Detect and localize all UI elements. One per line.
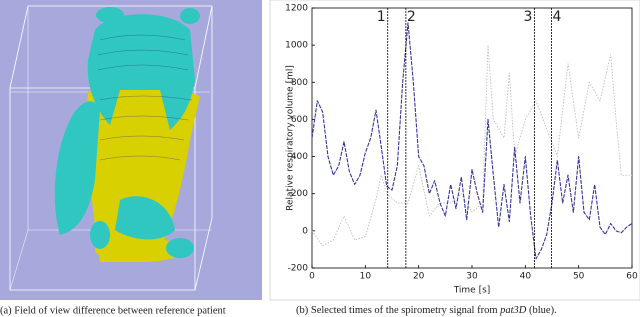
axes-box [311,7,633,269]
y-tick-label: 200 [291,189,308,199]
x-tick-label: 40 [520,272,532,282]
time-marker-label: 4 [552,9,561,25]
y-tick-label: 0 [302,226,308,236]
caption-a: (a) Field of view difference between ref… [0,305,226,316]
rib-shading [97,34,193,161]
y-tick-label: 600 [291,115,308,125]
y-tick-label: 400 [291,152,308,162]
caption-b-text: (blue). [526,305,556,316]
rendering-panel [0,0,262,300]
time-marker-label: 2 [407,9,416,25]
y-tick-label: 800 [291,78,308,88]
caption-b-name: pat3D [499,305,527,316]
x-tick-label: 10 [360,272,372,282]
time-marker-label: 1 [377,9,386,25]
x-tick-label: 0 [309,272,315,282]
x-tick-label: 20 [413,272,425,282]
x-tick-label: 30 [466,272,478,282]
y-axis-label: Relative respiratory volume [ml] [286,65,296,211]
x-tick-label: 60 [626,272,638,282]
y-tick-label: 1200 [285,4,308,14]
y-tick-label: -200 [288,264,309,274]
x-tick-label: 50 [573,272,585,282]
plot: 0 10 20 30 40 50 60-200020040060080010001200Ti… [285,4,638,296]
chart-frame [269,0,640,301]
series-line [311,44,632,247]
time-marker-label: 3 [523,9,532,25]
caption-b: (b) Selected times of the spirometry sig… [296,305,557,316]
y-tick-label: 1000 [285,41,308,51]
series-line [311,22,633,260]
caption-b-text: (b) Selected times of the spirometry sig… [296,305,500,316]
skeleton-patient [54,7,200,258]
x-axis-label: Time [s] [453,286,491,296]
